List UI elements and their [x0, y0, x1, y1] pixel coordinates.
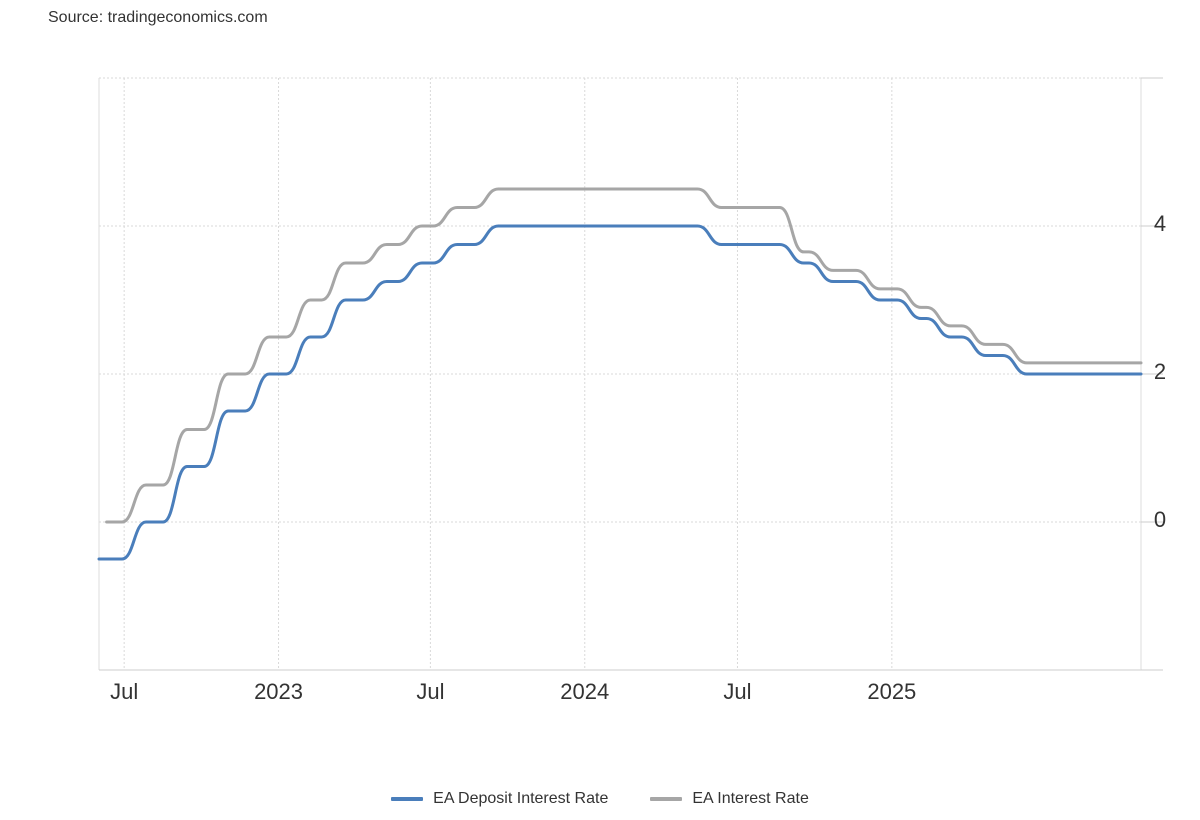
- legend-item-deposit-rate[interactable]: EA Deposit Interest Rate: [391, 790, 608, 808]
- y-tick-label: 2: [1154, 359, 1166, 384]
- series: [97, 187, 1143, 561]
- legend: EA Deposit Interest Rate EA Interest Rat…: [0, 790, 1200, 808]
- x-tick-label: 2024: [560, 679, 609, 704]
- y-tick-label: 4: [1154, 211, 1166, 236]
- legend-label-interest-rate: EA Interest Rate: [692, 790, 809, 807]
- x-tick-label: Jul: [723, 679, 751, 704]
- legend-item-interest-rate[interactable]: EA Interest Rate: [650, 790, 809, 808]
- x-tick-label: Jul: [416, 679, 444, 704]
- tick-labels: 0 2 4 Jul 2023 Jul 2024 Jul 2025: [110, 211, 1166, 704]
- line-chart: 0 2 4 Jul 2023 Jul 2024 Jul 2025: [97, 77, 1166, 704]
- y-tick-label: 0: [1154, 507, 1166, 532]
- x-tick-label: 2023: [254, 679, 303, 704]
- grid: [99, 77, 1141, 670]
- chart-source: Source: tradingeconomics.com: [48, 9, 268, 26]
- x-tick-label: 2025: [867, 679, 916, 704]
- x-tick-label: Jul: [110, 679, 138, 704]
- series-line-0: [97, 224, 1143, 561]
- legend-swatch-deposit-rate: [391, 797, 424, 801]
- series-line-1: [105, 187, 1143, 524]
- legend-swatch-interest-rate: [650, 797, 683, 801]
- legend-label-deposit-rate: EA Deposit Interest Rate: [433, 790, 609, 807]
